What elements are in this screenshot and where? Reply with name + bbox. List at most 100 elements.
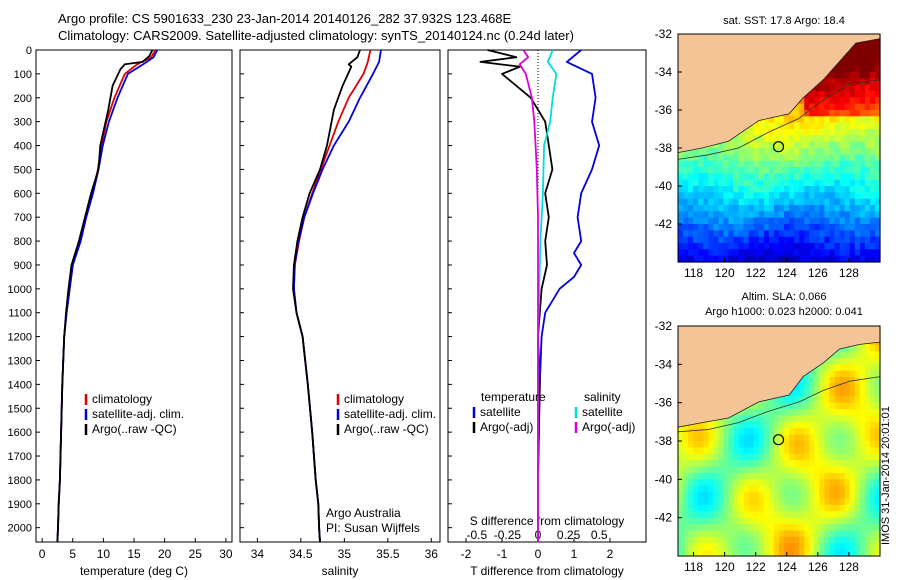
map-cell xyxy=(849,217,856,225)
map-cell xyxy=(718,230,725,238)
map-cell xyxy=(854,91,861,98)
map-cell xyxy=(819,122,826,130)
map-cell xyxy=(713,211,719,219)
depth-tick-label: 800 xyxy=(14,236,32,248)
sla-map-title-1: Altim. SLA: 0.066 xyxy=(742,291,827,303)
map-cell xyxy=(834,198,841,206)
map-cell xyxy=(718,160,725,168)
map-cell xyxy=(723,186,730,193)
map-cell xyxy=(824,421,831,429)
map-cell xyxy=(864,141,871,149)
map-cell xyxy=(688,492,694,500)
map-cell xyxy=(874,179,881,187)
map-cell xyxy=(708,205,714,212)
map-cell xyxy=(844,389,851,397)
map-cell xyxy=(814,205,820,212)
map-cell xyxy=(829,511,836,519)
map-cell xyxy=(849,141,856,149)
map-cell xyxy=(703,160,709,168)
map-cell xyxy=(874,97,881,105)
map-cell xyxy=(678,434,684,442)
map-cell xyxy=(804,389,810,397)
map-cell xyxy=(859,40,866,48)
map-cell xyxy=(814,167,820,174)
map-cell xyxy=(768,179,775,187)
map-cell xyxy=(738,536,745,544)
map-cell xyxy=(834,148,841,155)
map-cell xyxy=(799,116,805,124)
map-cell xyxy=(824,530,831,538)
map-cell xyxy=(864,517,871,525)
map-cell xyxy=(824,460,831,468)
x-tick-label: -1 xyxy=(497,547,508,561)
map-cell xyxy=(758,472,765,480)
lon-tick-label: 122 xyxy=(746,560,766,574)
map-cell xyxy=(784,167,790,174)
map-cell xyxy=(708,543,714,551)
map-cell xyxy=(784,434,790,442)
map-cell xyxy=(728,517,735,525)
map-cell xyxy=(763,536,770,544)
map-cell xyxy=(784,179,790,187)
map-cell xyxy=(738,243,745,250)
map-cell xyxy=(748,453,755,461)
map-cell xyxy=(814,91,820,98)
map-cell xyxy=(874,409,881,417)
map-cell xyxy=(809,103,815,111)
map-cell xyxy=(844,511,851,519)
map-cell xyxy=(773,466,780,474)
map-cell xyxy=(728,524,735,532)
map-cell xyxy=(683,428,689,436)
map-cell xyxy=(789,434,795,442)
map-cell xyxy=(688,255,694,263)
map-cell xyxy=(854,421,861,429)
map-cell xyxy=(839,59,846,67)
map-cell xyxy=(738,249,745,257)
map-cell xyxy=(678,160,684,168)
map-cell xyxy=(829,536,836,544)
map-cell xyxy=(758,211,765,219)
map-cell xyxy=(859,441,866,448)
map-cell xyxy=(874,415,881,423)
map-cell xyxy=(859,402,866,410)
map-cell xyxy=(768,466,775,474)
map-cell xyxy=(758,173,765,181)
map-cell xyxy=(834,511,841,519)
map-cell xyxy=(703,211,709,219)
map-cell xyxy=(844,135,851,143)
map-cell xyxy=(809,517,815,525)
map-cell xyxy=(784,402,790,410)
map-cell xyxy=(773,211,780,219)
map-cell xyxy=(864,549,871,557)
map-cell xyxy=(743,186,750,193)
map-cell xyxy=(678,198,684,206)
map-cell xyxy=(693,504,699,512)
map-cell xyxy=(703,230,709,238)
map-cell xyxy=(809,396,815,404)
map-cell xyxy=(738,148,745,155)
map-cell xyxy=(784,504,790,512)
map-cell xyxy=(753,243,760,250)
map-cell xyxy=(864,198,871,206)
map-cell xyxy=(763,409,770,417)
map-cell xyxy=(779,148,785,155)
map-cell xyxy=(869,97,876,105)
map-cell xyxy=(718,211,725,219)
map-cell xyxy=(738,198,745,206)
map-cell xyxy=(743,192,750,200)
map-cell xyxy=(819,370,826,378)
map-cell xyxy=(718,517,725,525)
map-cell xyxy=(763,249,770,257)
map-cell xyxy=(854,192,861,200)
map-cell xyxy=(854,224,861,231)
map-cell xyxy=(849,536,856,544)
map-cell xyxy=(804,103,810,111)
map-cell xyxy=(804,536,810,544)
map-cell xyxy=(864,103,871,111)
map-cell xyxy=(768,536,775,544)
map-cell xyxy=(874,447,881,455)
map-cell xyxy=(713,141,719,149)
map-cell xyxy=(794,135,800,143)
map-cell xyxy=(799,536,805,544)
map-cell xyxy=(839,421,846,429)
